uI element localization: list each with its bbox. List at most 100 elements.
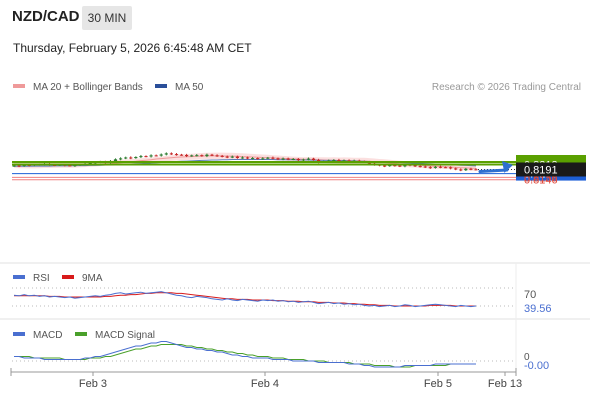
candle-body xyxy=(438,166,443,168)
candle xyxy=(205,153,209,158)
candle xyxy=(271,156,275,160)
candle-body xyxy=(134,157,138,159)
rsi-ma-legend-label: 9MA xyxy=(82,273,103,284)
candle-body xyxy=(53,165,57,166)
candle-body xyxy=(418,166,422,168)
chart-datetime: Thursday, February 5, 2026 6:45:48 AM CE… xyxy=(13,41,252,55)
ma20-legend-swatch xyxy=(13,84,25,88)
candle xyxy=(256,157,260,160)
macd-legend-label: MACD xyxy=(33,330,62,341)
candle xyxy=(149,154,153,158)
candle-body xyxy=(459,169,463,171)
candle xyxy=(195,154,199,157)
ma50-legend-swatch xyxy=(155,84,167,88)
research-credit: Research © 2026 Trading Central xyxy=(432,82,581,93)
candle xyxy=(139,154,143,159)
candle xyxy=(174,152,179,156)
candle xyxy=(469,167,473,171)
candle xyxy=(301,158,305,161)
timeframe-button[interactable]: 30 MIN xyxy=(82,6,132,30)
candle-body xyxy=(398,165,402,167)
macd-indicator xyxy=(12,341,516,368)
candle xyxy=(230,155,234,159)
candle-body xyxy=(174,154,179,156)
candle-body xyxy=(423,166,427,168)
candle-body xyxy=(68,165,72,167)
macd-signal-legend-label: MACD Signal xyxy=(95,330,155,341)
candle xyxy=(179,153,184,156)
time-tick-label: Feb 13 xyxy=(488,378,522,390)
candle-body xyxy=(159,154,163,156)
candle-body xyxy=(88,162,92,164)
candle-body xyxy=(119,158,123,160)
current-price-label: 0.8191 xyxy=(524,164,558,176)
candle-body xyxy=(256,158,260,160)
time-tick-label: Feb 5 xyxy=(424,378,452,390)
candle-body xyxy=(17,165,21,167)
candle xyxy=(306,157,311,161)
target-label: 0.8146 xyxy=(524,175,558,187)
rsi-legend: RSI 9MA xyxy=(13,273,103,284)
candle-body xyxy=(139,156,143,158)
rsi-indicator xyxy=(12,287,516,308)
candle-body xyxy=(12,165,16,167)
candle xyxy=(164,152,168,156)
macd-line xyxy=(14,341,476,368)
candle-body xyxy=(205,154,209,157)
candle-body xyxy=(124,157,128,159)
candle-body xyxy=(413,165,417,167)
candle-body xyxy=(311,158,316,160)
candle xyxy=(443,166,448,169)
candle-body xyxy=(306,158,311,160)
candle-body xyxy=(433,166,437,168)
candle-body xyxy=(113,159,118,162)
macd-signal-legend-swatch xyxy=(75,332,87,336)
rsi-level-70-label: 70 xyxy=(524,289,536,301)
candle xyxy=(190,154,194,157)
candle-body xyxy=(22,165,26,167)
candle xyxy=(210,153,214,157)
candle-body xyxy=(190,155,194,157)
candle xyxy=(428,166,432,169)
candle xyxy=(266,156,270,160)
candle-body xyxy=(154,155,158,157)
candle-body xyxy=(403,164,407,167)
candle-body xyxy=(474,169,478,171)
candle-body xyxy=(383,165,387,167)
candle xyxy=(276,157,280,161)
candle xyxy=(459,168,463,172)
candle-body xyxy=(220,155,224,157)
candle-body xyxy=(169,153,173,155)
candle-body xyxy=(225,156,229,158)
candle xyxy=(261,157,265,160)
candle-body xyxy=(179,154,184,156)
macd-zero-label: 0 xyxy=(524,352,530,363)
candle-body xyxy=(129,157,133,159)
candle xyxy=(311,157,316,161)
candle-body xyxy=(230,156,234,158)
macd-legend: MACD MACD Signal xyxy=(13,330,155,341)
time-tick-label: Feb 3 xyxy=(79,378,107,390)
rsi-value-label: 39.56 xyxy=(524,303,552,315)
pair-title: NZD/CAD xyxy=(12,8,80,25)
candle-body xyxy=(185,155,189,157)
candle xyxy=(449,166,453,170)
candle-body xyxy=(200,155,204,157)
candle xyxy=(433,165,437,169)
candle-body xyxy=(388,165,392,167)
candle-body xyxy=(332,160,336,161)
candle-body xyxy=(469,168,473,170)
candle-body xyxy=(271,157,275,159)
chart-legend: MA 20 + Bollinger Bands MA 50 Research ©… xyxy=(13,82,581,93)
projection-arrow-shaft xyxy=(478,168,509,173)
candle-body xyxy=(291,159,295,160)
macd-legend-swatch xyxy=(13,332,25,336)
candle xyxy=(235,155,239,159)
candle-body xyxy=(149,155,153,157)
candle xyxy=(200,154,204,157)
candle xyxy=(281,157,285,161)
candle xyxy=(134,156,138,159)
candle-body xyxy=(454,168,458,170)
